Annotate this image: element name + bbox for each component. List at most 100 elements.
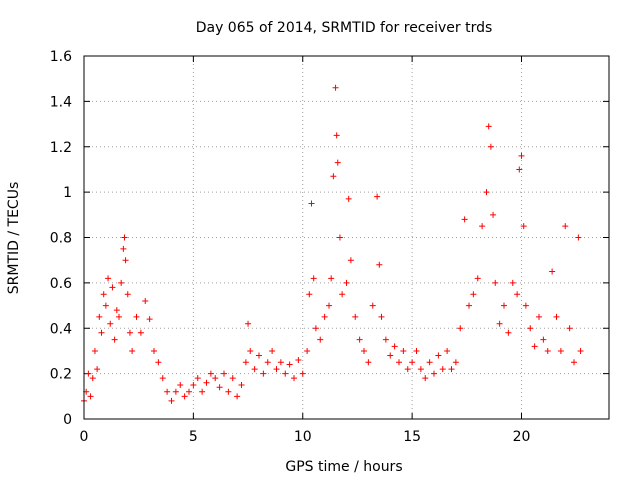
- data-point-marker: [229, 375, 236, 382]
- data-point-marker: [273, 366, 280, 373]
- data-point-marker: [234, 393, 241, 400]
- chart-title: Day 065 of 2014, SRMTID for receiver trd…: [196, 20, 493, 36]
- data-point-marker: [98, 329, 105, 336]
- data-point-marker: [142, 298, 149, 305]
- data-point-marker: [118, 279, 125, 286]
- data-point-marker: [310, 275, 317, 282]
- data-point-marker: [120, 245, 127, 252]
- data-point-marker: [207, 370, 214, 377]
- data-point-marker: [124, 291, 131, 298]
- y-tick-label: 0.4: [50, 321, 72, 337]
- data-point-marker: [269, 347, 276, 354]
- data-point-marker: [181, 393, 188, 400]
- data-point-marker: [164, 388, 171, 395]
- data-point-marker: [89, 375, 96, 382]
- data-point-marker: [496, 320, 503, 327]
- data-point-marker: [549, 268, 556, 275]
- data-point-marker: [553, 313, 560, 320]
- data-point-marker: [238, 381, 245, 388]
- axis-ticks: 0 5 10 15 20 0 0.2 0.4 0.6 0.8 1 1.2 1.4 1.6: [50, 49, 609, 445]
- data-point-marker: [264, 359, 271, 366]
- x-tick-label: 5: [189, 429, 198, 445]
- data-point-marker: [505, 329, 512, 336]
- data-point-marker: [291, 375, 297, 382]
- data-points: [81, 84, 584, 404]
- data-point-marker: [334, 159, 341, 166]
- data-point-marker: [100, 291, 107, 298]
- data-point-marker: [347, 257, 354, 264]
- data-point-marker: [444, 347, 451, 354]
- data-point-marker: [409, 359, 416, 366]
- y-tick-label: 1.6: [50, 49, 72, 65]
- y-tick-label: 0: [63, 412, 72, 428]
- data-point-marker: [345, 195, 352, 202]
- data-point-marker: [571, 359, 577, 366]
- y-tick-label: 1: [63, 185, 72, 201]
- data-point-marker: [369, 302, 376, 309]
- data-point-marker: [85, 370, 92, 377]
- x-tick-label: 15: [403, 429, 421, 445]
- data-point-marker: [352, 313, 359, 320]
- data-point-marker: [431, 370, 437, 377]
- data-point-marker: [304, 347, 311, 354]
- data-point-marker: [577, 347, 584, 354]
- data-point-marker: [286, 361, 293, 368]
- data-point-marker: [474, 275, 481, 282]
- data-point-marker: [365, 359, 372, 366]
- data-point-marker: [339, 291, 346, 298]
- data-point-marker: [448, 366, 455, 373]
- x-tick-label: 10: [294, 429, 312, 445]
- data-point-marker: [321, 313, 328, 320]
- data-point-marker: [426, 359, 433, 366]
- data-point-marker: [382, 336, 389, 343]
- data-point-marker: [518, 152, 525, 159]
- data-point-marker: [333, 132, 340, 139]
- data-point-marker: [260, 370, 267, 377]
- data-point-marker: [404, 366, 411, 373]
- data-point-marker: [483, 189, 490, 196]
- data-point-marker: [391, 343, 398, 350]
- data-point-marker: [536, 313, 542, 320]
- x-axis-label: GPS time / hours: [285, 459, 402, 475]
- y-tick-label: 0.2: [50, 367, 72, 383]
- data-point-marker: [522, 302, 529, 309]
- data-point-marker: [121, 234, 128, 241]
- data-point-marker: [374, 193, 381, 200]
- data-point-marker: [105, 275, 112, 282]
- data-point-marker: [107, 320, 114, 327]
- data-point-marker: [544, 347, 551, 354]
- data-point-marker: [282, 370, 289, 377]
- y-tick-label: 0.8: [50, 231, 72, 247]
- data-point-marker: [326, 302, 332, 309]
- data-point-marker: [177, 381, 184, 388]
- data-point-marker: [490, 211, 497, 218]
- data-point-marker: [439, 366, 446, 373]
- data-point-marker: [520, 223, 527, 230]
- data-point-marker: [435, 352, 442, 359]
- data-point-marker: [94, 366, 101, 373]
- data-point-marker: [317, 336, 324, 343]
- y-tick-label: 1.4: [50, 94, 72, 110]
- data-point-marker: [109, 284, 116, 291]
- data-point-marker: [216, 384, 223, 391]
- data-point-marker: [470, 291, 477, 298]
- data-point-marker: [387, 352, 394, 359]
- data-point-marker: [96, 313, 103, 320]
- data-point-marker: [247, 347, 254, 354]
- data-point-marker: [356, 336, 363, 343]
- data-point-marker: [492, 279, 499, 286]
- data-point-marker: [527, 325, 534, 332]
- data-point-marker: [116, 313, 122, 320]
- data-point-marker: [531, 343, 538, 350]
- data-point-marker: [221, 370, 227, 377]
- data-point-marker: [251, 366, 258, 373]
- data-point-marker: [378, 313, 385, 320]
- data-point-marker: [413, 347, 420, 354]
- data-point-marker: [396, 359, 402, 366]
- data-point-marker: [330, 173, 337, 180]
- data-point-marker: [203, 379, 210, 386]
- data-point-marker: [461, 216, 468, 223]
- data-point-marker: [151, 347, 157, 354]
